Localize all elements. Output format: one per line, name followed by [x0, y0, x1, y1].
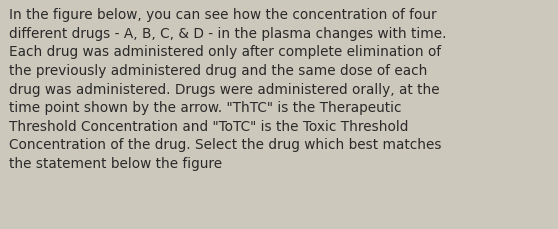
Text: In the figure below, you can see how the concentration of four
different drugs -: In the figure below, you can see how the…	[9, 8, 446, 170]
